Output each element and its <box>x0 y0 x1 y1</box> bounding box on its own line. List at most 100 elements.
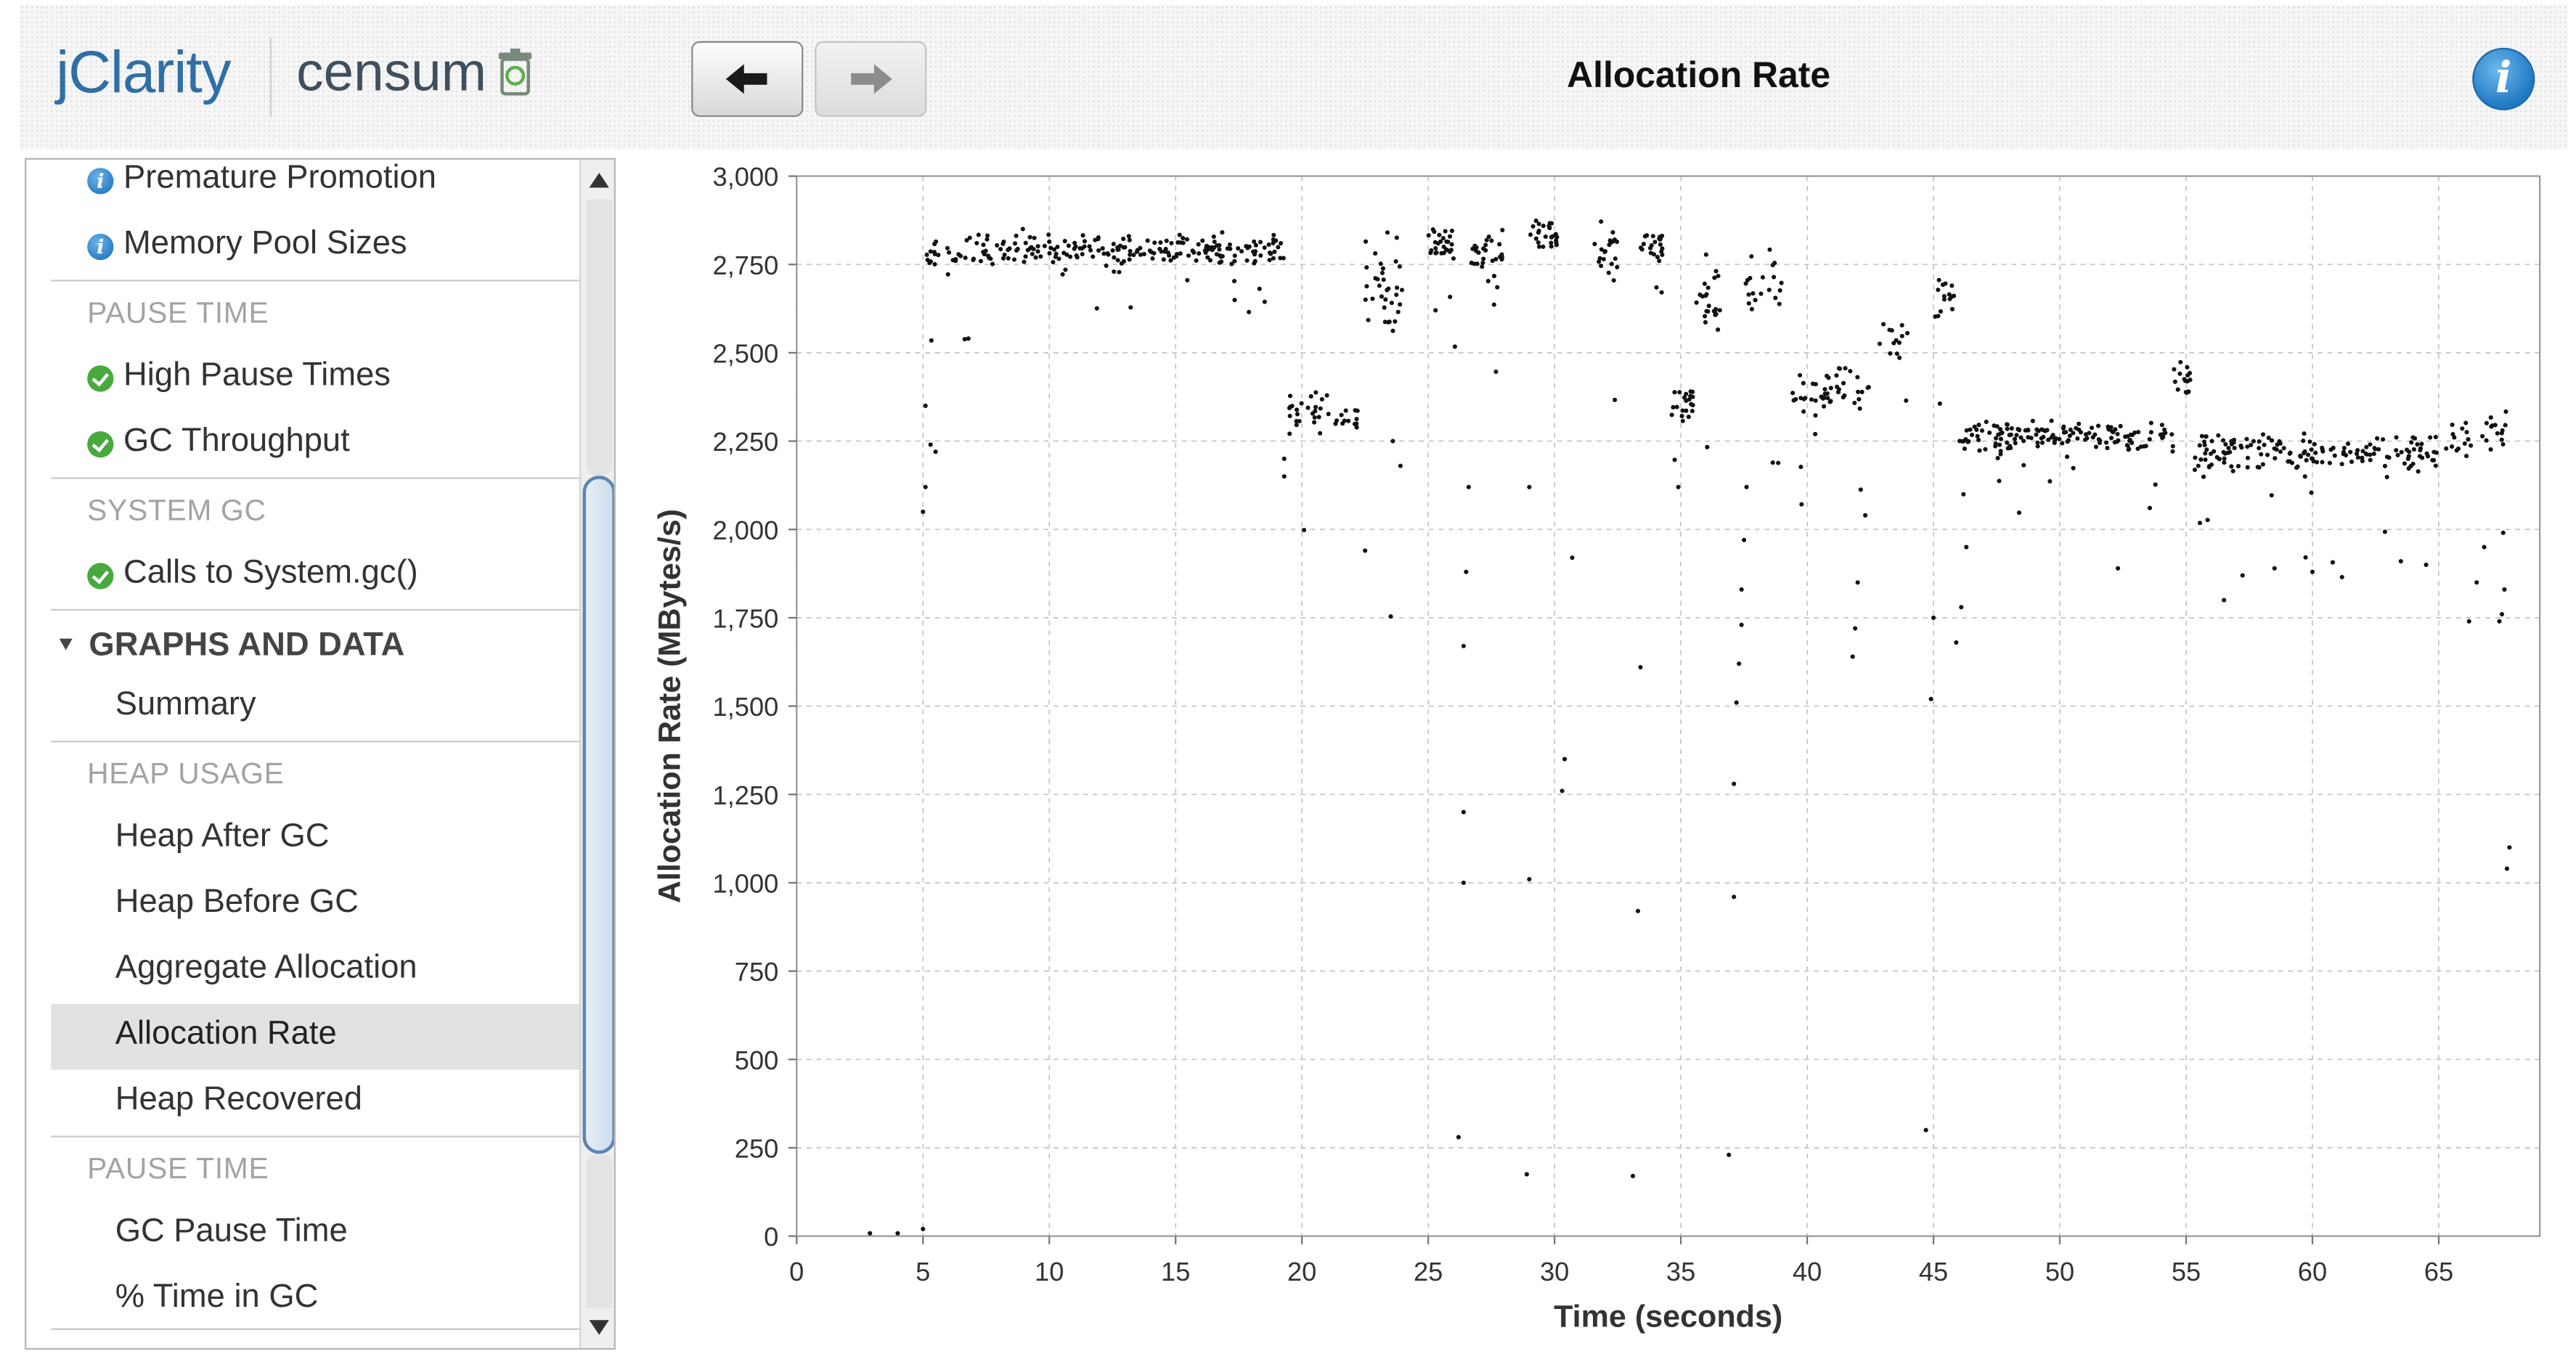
data-point <box>1002 252 1007 257</box>
data-point <box>2226 446 2231 451</box>
x-tick-label: 25 <box>1414 1257 1443 1286</box>
data-point <box>2198 457 2204 462</box>
data-point <box>1825 396 1830 401</box>
data-point <box>1490 258 1495 264</box>
sidebar-item-heap-recovered[interactable]: Heap Recovered <box>26 1070 586 1136</box>
sidebar-item-high-pause-times[interactable]: High Pause Times <box>26 346 586 412</box>
data-point <box>1821 404 1827 409</box>
data-point <box>1498 254 1503 259</box>
data-point <box>1205 255 1210 260</box>
data-point <box>1602 249 1608 254</box>
data-point <box>2409 440 2414 445</box>
data-point <box>1025 248 1030 253</box>
sidebar-item-gc-throughput[interactable]: GC Throughput <box>26 412 586 478</box>
back-button[interactable] <box>691 41 804 117</box>
data-point <box>2115 431 2120 436</box>
data-point <box>2309 456 2314 461</box>
data-point <box>1713 312 1718 317</box>
data-point <box>998 247 1003 252</box>
data-point <box>2193 455 2198 460</box>
data-point <box>1672 457 1677 462</box>
scroll-thumb[interactable] <box>582 476 614 1154</box>
sidebar-item-time-in-gc[interactable]: % Time in GC <box>26 1268 586 1334</box>
sidebar-item-allocation-rate[interactable]: Allocation Rate <box>51 1003 587 1070</box>
x-tick-label: 60 <box>2298 1257 2327 1286</box>
sidebar-item-heap-before-gc[interactable]: Heap Before GC <box>26 873 586 939</box>
section-label: PAUSE TIME <box>87 296 269 330</box>
data-point <box>1749 306 1754 311</box>
scroll-down-arrow-icon[interactable] <box>581 1308 616 1345</box>
data-point <box>1363 297 1368 302</box>
data-point <box>2035 440 2040 445</box>
data-point <box>2170 449 2175 454</box>
sidebar-item-heap-after-gc[interactable]: Heap After GC <box>26 807 586 873</box>
sidebar-item-summary[interactable]: Summary <box>26 675 586 741</box>
sidebar-section-header: PAUSE TIME <box>26 280 587 346</box>
sidebar-item-calls-to-system-gc[interactable]: Calls to System.gc() <box>26 543 586 609</box>
data-point <box>2499 611 2505 617</box>
data-point <box>1470 246 1475 251</box>
data-point <box>1536 221 1541 227</box>
sidebar-item-gc-pause-time[interactable]: GC Pause Time <box>26 1202 586 1268</box>
sidebar-item-premature-promotion[interactable]: i Premature Promotion <box>26 159 586 214</box>
data-point <box>1000 241 1006 246</box>
sidebar-item-label: Aggregate Allocation <box>115 950 417 986</box>
data-point <box>1035 244 1040 249</box>
data-point <box>1267 250 1273 256</box>
data-point <box>1395 309 1401 314</box>
scroll-track[interactable] <box>586 1154 613 1309</box>
sidebar-item-memory-pool-sizes[interactable]: i Memory Pool Sizes <box>26 214 586 280</box>
data-point <box>1599 247 1604 252</box>
data-point <box>1228 246 1233 251</box>
data-point <box>1609 261 1614 266</box>
data-point <box>1549 221 1554 226</box>
data-point <box>1295 412 1300 417</box>
data-point <box>1474 245 1479 250</box>
scroll-track[interactable] <box>586 199 613 476</box>
sidebar-item-aggregate-allocation[interactable]: Aggregate Allocation <box>26 938 586 1004</box>
data-point <box>1712 275 1717 280</box>
data-point <box>1126 234 1131 239</box>
data-point <box>1312 420 1317 425</box>
data-point <box>1100 246 1105 251</box>
data-point <box>2008 444 2013 449</box>
disclosure-triangle-icon[interactable] <box>59 638 73 651</box>
data-point <box>1363 548 1368 553</box>
data-point <box>1648 245 1653 250</box>
data-point <box>1972 424 1977 429</box>
scroll-up-arrow-icon[interactable] <box>581 163 616 199</box>
data-point <box>1822 391 1827 396</box>
sidebar-item-label: Premature Promotion <box>123 159 436 196</box>
data-point <box>2444 446 2449 451</box>
data-point <box>1962 446 1968 452</box>
data-point <box>1527 484 1532 489</box>
data-point <box>1597 256 1602 261</box>
sidebar-scrollbar[interactable] <box>579 159 616 1348</box>
sidebar-group-graphs-and-data[interactable]: GRAPHS AND DATA <box>26 608 587 675</box>
data-point <box>1080 233 1085 238</box>
data-point <box>1390 328 1395 333</box>
data-point <box>1063 267 1068 272</box>
data-point <box>1276 245 1281 250</box>
data-point <box>1541 244 1546 249</box>
data-point <box>1131 253 1136 258</box>
data-point <box>1961 492 1966 497</box>
sidebar-divider <box>51 1328 587 1330</box>
data-point <box>971 256 977 261</box>
data-point <box>2341 445 2347 451</box>
data-point <box>1638 245 1644 250</box>
data-point <box>2257 439 2262 444</box>
data-point <box>1197 250 1202 256</box>
data-point <box>1181 235 1186 240</box>
data-point <box>2021 439 2026 444</box>
data-point <box>1217 247 1222 252</box>
data-point <box>1562 757 1568 762</box>
info-icon[interactable]: i <box>2472 47 2535 110</box>
forward-button[interactable] <box>815 41 927 117</box>
data-point <box>1748 276 1753 281</box>
data-point <box>2047 478 2053 484</box>
y-tick-label: 3,000 <box>713 162 779 192</box>
data-point <box>2433 463 2438 468</box>
data-point <box>1813 382 1818 387</box>
data-point <box>1474 248 1479 253</box>
